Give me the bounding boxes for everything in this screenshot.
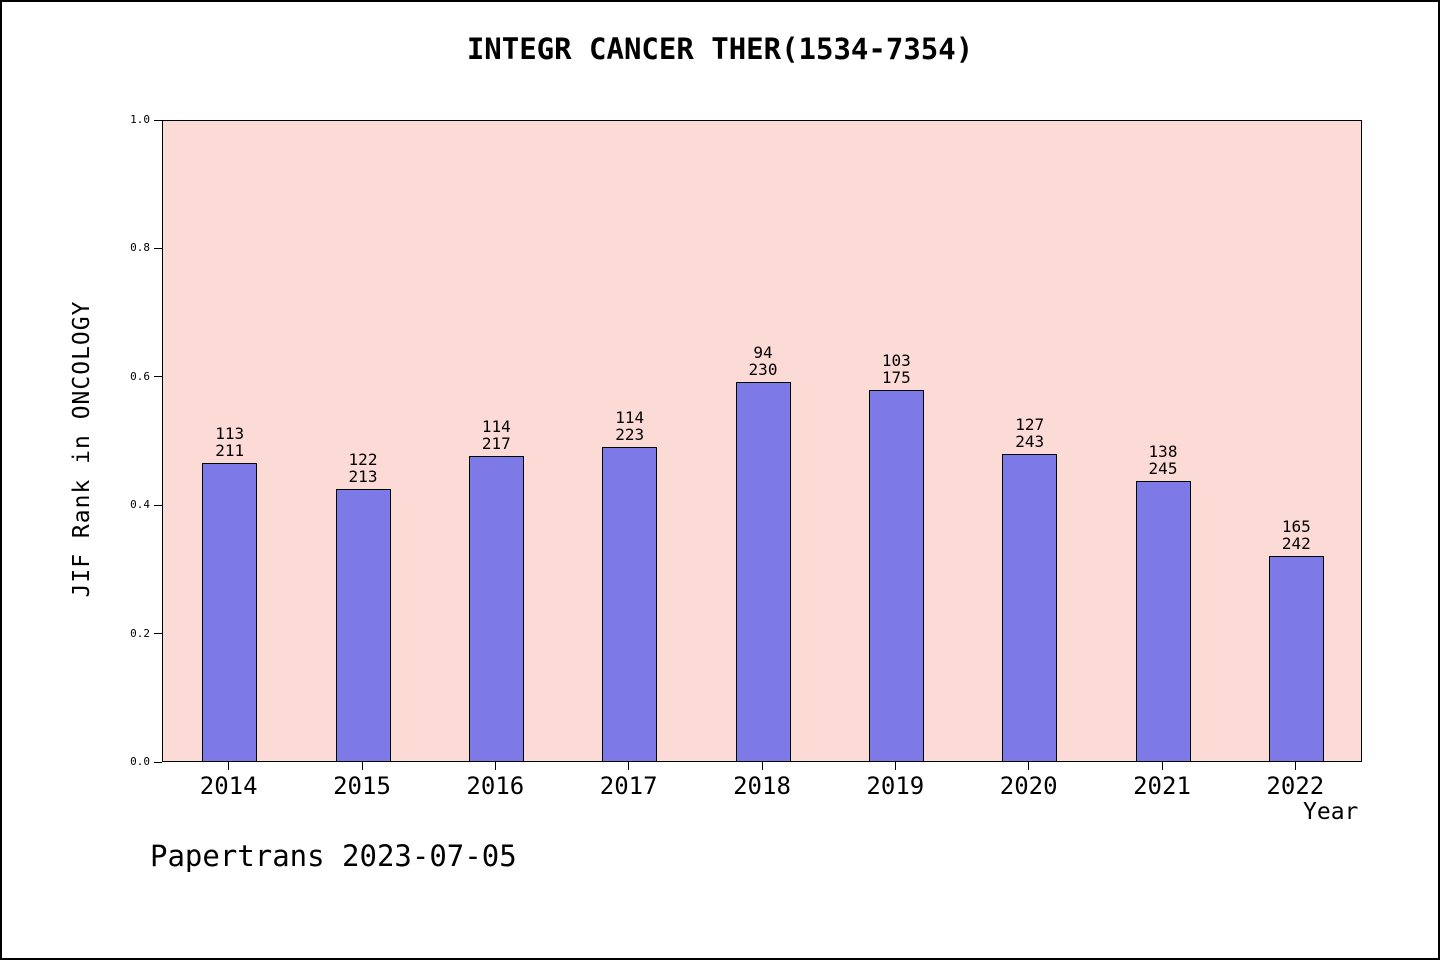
footer-text: Papertrans 2023-07-05 <box>150 839 517 873</box>
x-tick-label-2020: 2020 <box>999 772 1058 800</box>
y-tick-label-1.0: 1.0 <box>130 113 150 126</box>
y-tick-0.0 <box>154 761 162 763</box>
x-tick-2017 <box>628 762 630 770</box>
bar-2017 <box>602 447 658 761</box>
y-tick-0.8 <box>154 247 162 249</box>
y-tick-1.0 <box>154 119 162 121</box>
x-tick-2015 <box>361 762 363 770</box>
bar-2020 <box>1002 454 1058 761</box>
y-tick-label-0.6: 0.6 <box>130 369 150 383</box>
y-tick-label-0.0: 0.0 <box>130 755 150 768</box>
bar-label-2019: 103 175 <box>881 350 911 387</box>
bar-label-2014: 113 211 <box>215 424 245 461</box>
x-tick-2014 <box>228 762 230 770</box>
bar-2018 <box>735 382 791 761</box>
x-tick-2018 <box>761 762 763 770</box>
y-tick-0.6 <box>154 376 162 378</box>
x-tick-2020 <box>1028 762 1030 770</box>
bar-label-2018: 94 230 <box>748 343 778 380</box>
y-tick-0.4 <box>154 504 162 506</box>
x-tick-label-2018: 2018 <box>733 772 791 800</box>
y-axis-label: JIF Rank in ONCOLOGY <box>69 300 95 598</box>
bar-2015 <box>335 488 391 761</box>
x-tick-label-2016: 2016 <box>466 772 525 800</box>
x-tick-label-2019: 2019 <box>866 772 925 800</box>
y-tick-label-0.2: 0.2 <box>130 626 150 640</box>
bar-label-2016: 114 217 <box>481 417 511 454</box>
x-axis-label: Year <box>1303 799 1359 825</box>
bar-2014 <box>202 463 258 761</box>
x-tick-label-2014: 2014 <box>199 772 258 800</box>
x-tick-2021 <box>1161 762 1163 770</box>
bar-2022 <box>1268 556 1324 761</box>
bar-label-2021: 138 245 <box>1148 442 1178 479</box>
x-tick-label-2022: 2022 <box>1266 772 1325 800</box>
x-tick-2016 <box>494 762 496 770</box>
y-tick-label-0.4: 0.4 <box>130 498 150 512</box>
y-tick-label-0.8: 0.8 <box>130 241 150 255</box>
bar-label-2022: 165 242 <box>1281 517 1311 554</box>
x-tick-2022 <box>1294 762 1296 770</box>
x-tick-2019 <box>894 762 896 770</box>
x-tick-label-2017: 2017 <box>599 772 658 800</box>
bar-label-2020: 127 243 <box>1015 415 1045 452</box>
bar-2019 <box>868 389 924 761</box>
bar-2021 <box>1135 481 1191 761</box>
y-tick-0.2 <box>154 633 162 635</box>
plot-area: 113 211 122 213 114 217 114 223 94 230 103 17… <box>162 120 1362 762</box>
x-tick-label-2021: 2021 <box>1133 772 1191 800</box>
bar-label-2017: 114 223 <box>615 408 645 445</box>
chart-title: INTEGR CANCER THER(1534-7354) <box>466 32 974 66</box>
bar-2016 <box>468 456 524 761</box>
x-tick-label-2015: 2015 <box>333 772 391 800</box>
bar-label-2015: 122 213 <box>348 449 378 486</box>
